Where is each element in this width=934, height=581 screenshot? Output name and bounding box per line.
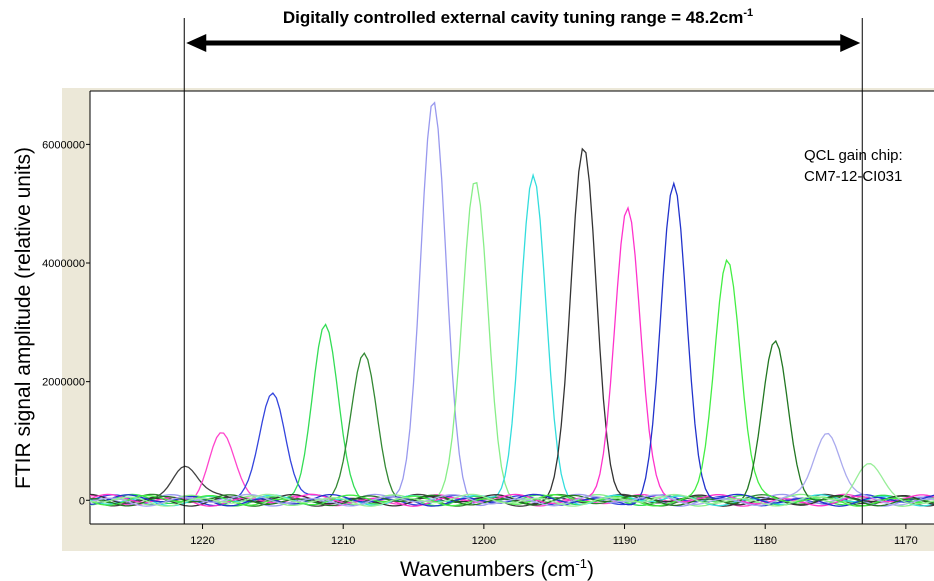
y-axis-label: FTIR signal amplitude (relative units) [12, 147, 35, 489]
x-axis-label-superscript: -1 [575, 556, 587, 571]
plot-area [90, 91, 934, 524]
x-tick-label: 1190 [613, 535, 637, 547]
chart-title: Digitally controlled external cavity tun… [283, 7, 753, 27]
x-ticks: 1220 1210 1200 1190 1180 1170 [190, 524, 918, 547]
y-tick-label: 4000000 [42, 258, 85, 270]
series-line [89, 147, 934, 507]
gain-chip-annotation-line1: QCL gain chip: [804, 147, 903, 164]
tuning-range-arrow-left-head [186, 34, 207, 52]
y-tick-label: 2000000 [42, 377, 85, 389]
x-axis-label-suffix: ) [587, 558, 594, 581]
x-tick-label: 1220 [190, 535, 214, 547]
x-axis-label: Wavenumbers (cm-1) [400, 556, 594, 581]
x-tick-label: 1200 [472, 535, 496, 547]
series-group [89, 101, 934, 507]
series-line [89, 432, 934, 507]
x-axis-label-main: Wavenumbers (cm [400, 558, 575, 581]
tuning-range-arrow-right-head [840, 34, 861, 52]
y-tick-label: 6000000 [42, 139, 85, 151]
y-ticks: 0 2000000 4000000 6000000 [42, 139, 90, 507]
y-tick-label: 0 [79, 495, 85, 507]
series-line [89, 463, 934, 507]
x-tick-label: 1170 [894, 535, 918, 547]
x-tick-label: 1180 [753, 535, 777, 547]
x-tick-label: 1210 [331, 535, 355, 547]
chart-title-main: Digitally controlled external cavity tun… [283, 8, 744, 27]
chart-title-superscript: -1 [743, 7, 753, 19]
gain-chip-annotation-line2: CM7-12-CI031 [804, 168, 902, 185]
